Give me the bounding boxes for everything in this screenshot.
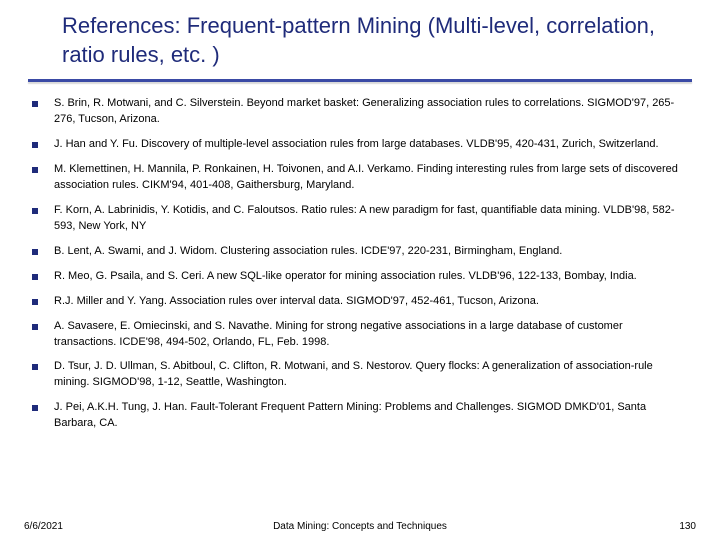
reference-item: A. Savasere, E. Omiecinski, and S. Navat… [28, 319, 684, 351]
reference-list: S. Brin, R. Motwani, and C. Silverstein.… [28, 88, 692, 432]
reference-text: J. Pei, A.K.H. Tung, J. Han. Fault-Toler… [54, 400, 684, 432]
reference-item: B. Lent, A. Swami, and J. Widom. Cluster… [28, 244, 684, 260]
bullet-icon [32, 208, 38, 214]
reference-item: J. Han and Y. Fu. Discovery of multiple-… [28, 137, 684, 153]
reference-text: B. Lent, A. Swami, and J. Widom. Cluster… [54, 244, 684, 260]
reference-item: R. Meo, G. Psaila, and S. Ceri. A new SQ… [28, 269, 684, 285]
slide-footer: 6/6/2021 Data Mining: Concepts and Techn… [0, 521, 720, 532]
bullet-icon [32, 299, 38, 305]
reference-text: J. Han and Y. Fu. Discovery of multiple-… [54, 137, 684, 153]
bullet-icon [32, 167, 38, 173]
bullet-icon [32, 364, 38, 370]
reference-text: R.J. Miller and Y. Yang. Association rul… [54, 294, 684, 310]
reference-text: S. Brin, R. Motwani, and C. Silverstein.… [54, 96, 684, 128]
footer-date: 6/6/2021 [24, 521, 63, 532]
reference-text: R. Meo, G. Psaila, and S. Ceri. A new SQ… [54, 269, 684, 285]
reference-item: M. Klemettinen, H. Mannila, P. Ronkainen… [28, 162, 684, 194]
bullet-icon [32, 142, 38, 148]
title-rule [28, 79, 692, 88]
bullet-icon [32, 249, 38, 255]
reference-item: R.J. Miller and Y. Yang. Association rul… [28, 294, 684, 310]
reference-text: M. Klemettinen, H. Mannila, P. Ronkainen… [54, 162, 684, 194]
reference-text: F. Korn, A. Labrinidis, Y. Kotidis, and … [54, 203, 684, 235]
reference-item: J. Pei, A.K.H. Tung, J. Han. Fault-Toler… [28, 400, 684, 432]
bullet-icon [32, 274, 38, 280]
reference-item: D. Tsur, J. D. Ullman, S. Abitboul, C. C… [28, 359, 684, 391]
footer-center: Data Mining: Concepts and Techniques [273, 521, 447, 532]
slide-title: References: Frequent-pattern Mining (Mul… [28, 12, 692, 79]
reference-text: A. Savasere, E. Omiecinski, and S. Navat… [54, 319, 684, 351]
footer-page: 130 [679, 521, 696, 532]
bullet-icon [32, 324, 38, 330]
bullet-icon [32, 101, 38, 107]
reference-text: D. Tsur, J. D. Ullman, S. Abitboul, C. C… [54, 359, 684, 391]
bullet-icon [32, 405, 38, 411]
reference-item: S. Brin, R. Motwani, and C. Silverstein.… [28, 96, 684, 128]
reference-item: F. Korn, A. Labrinidis, Y. Kotidis, and … [28, 203, 684, 235]
